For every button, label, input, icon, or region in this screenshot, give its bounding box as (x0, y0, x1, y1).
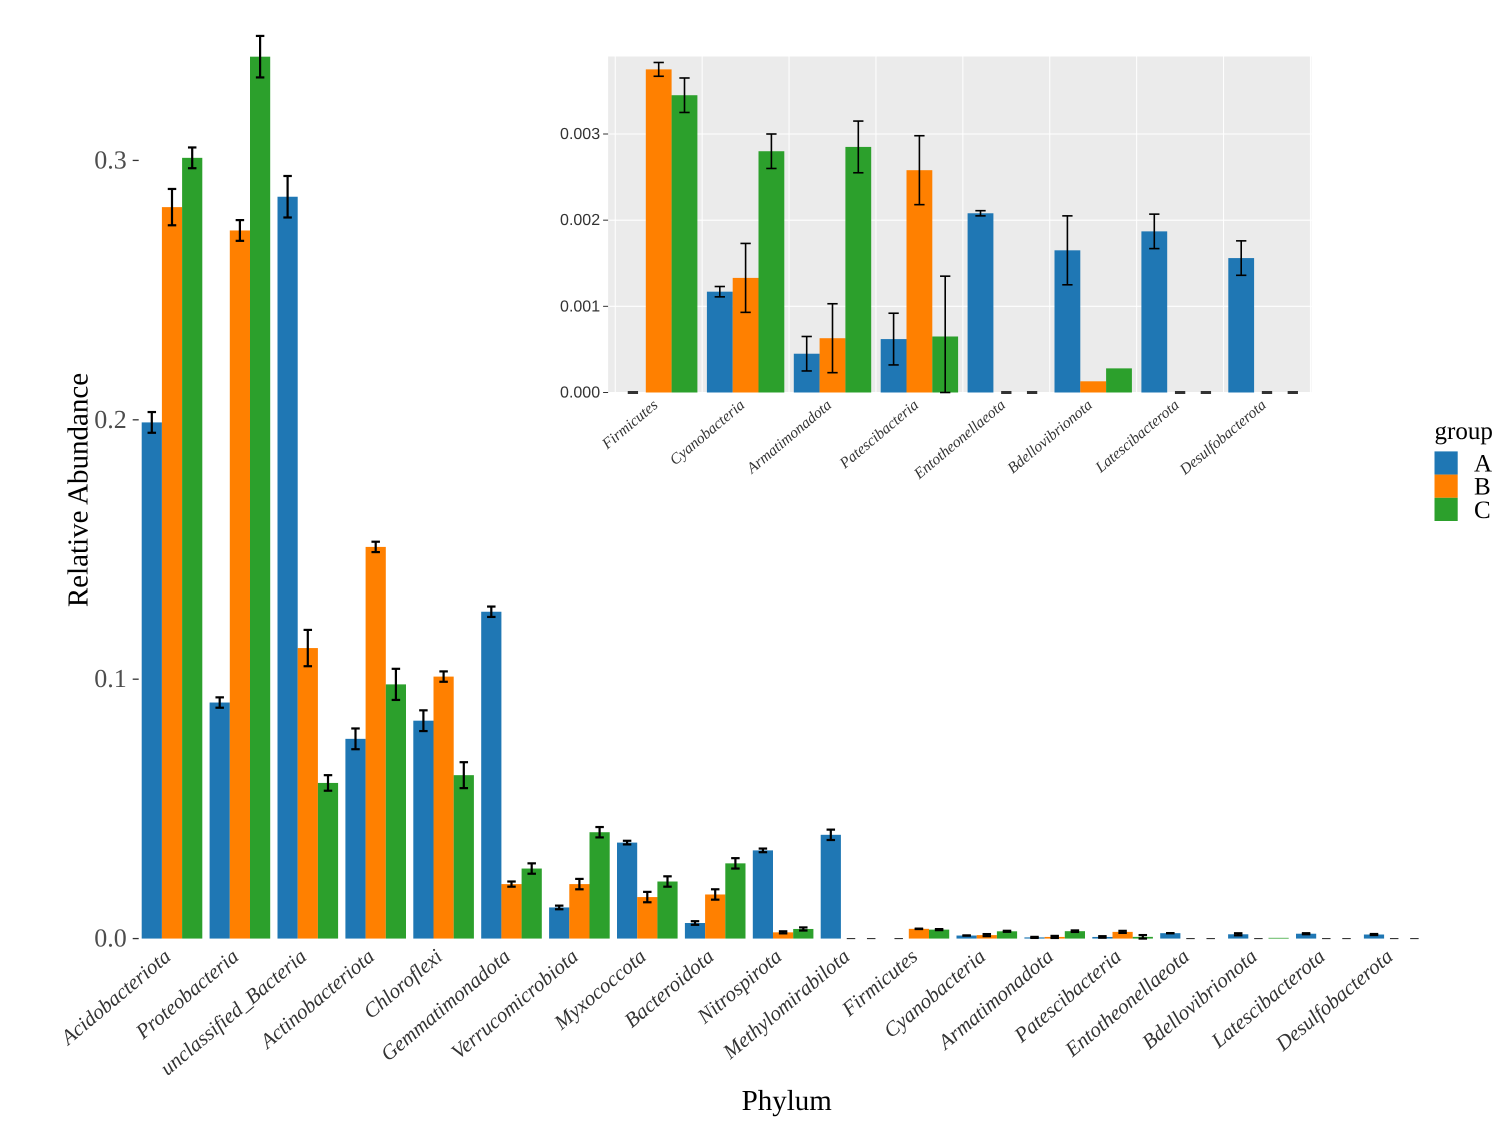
svg-text:0.003: 0.003 (560, 126, 600, 143)
svg-text:group: group (1435, 418, 1493, 445)
svg-text:Relative Abundance: Relative Abundance (63, 373, 95, 607)
svg-text:0.001: 0.001 (560, 298, 600, 315)
svg-text:Phylum: Phylum (742, 1085, 833, 1117)
svg-text:0.1: 0.1 (94, 664, 127, 693)
svg-text:0.0: 0.0 (94, 924, 127, 953)
svg-text:0.3: 0.3 (94, 145, 127, 174)
svg-text:0.000: 0.000 (560, 385, 600, 402)
svg-text:0.002: 0.002 (560, 212, 600, 229)
svg-text:C: C (1474, 497, 1491, 524)
svg-text:0.2: 0.2 (94, 405, 127, 434)
